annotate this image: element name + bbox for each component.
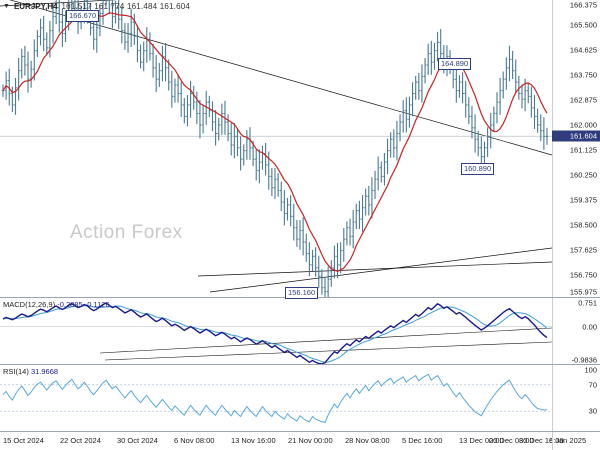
- rsi-axis: 100 70 30: [552, 365, 600, 432]
- price-tick: 165.500: [569, 20, 597, 30]
- price-tick: 161.125: [569, 145, 597, 155]
- price-tick: 157.625: [569, 245, 597, 255]
- macd-value-1: -0.2885: [57, 300, 83, 309]
- macd-value-2: -0.1126: [84, 300, 110, 309]
- time-axis-corner: [552, 432, 600, 450]
- macd-plot: [0, 298, 552, 365]
- price-tick: 164.625: [569, 45, 597, 55]
- rsi-value: 31.9668: [30, 367, 59, 376]
- symbol-label: EURJPY,H4: [13, 1, 58, 11]
- price-tick: 158.500: [569, 220, 597, 230]
- price-pane: 166.375 165.500 164.625 163.750 162.875 162.0…: [0, 0, 600, 299]
- watermark: Action Forex: [70, 222, 183, 243]
- rsi-name: RSI(14): [3, 367, 29, 376]
- price-tick: 163.750: [569, 70, 597, 80]
- time-tick: 13 Nov 16:00: [231, 436, 276, 445]
- macd-axis: 0.751 0.00 -0.9836: [552, 298, 600, 365]
- price-tick: 166.375: [569, 0, 597, 10]
- annot-164-890: 164.890: [438, 58, 472, 70]
- macd-label: MACD(12,26,9) -0.2885 -0.1126: [3, 300, 110, 309]
- time-tick: 15 Oct 2024: [3, 436, 44, 445]
- price-tick: 162.000: [569, 120, 597, 130]
- time-tick: 13 Dec 00:00: [459, 436, 504, 445]
- time-tick: 21 Nov 00:00: [288, 436, 333, 445]
- annot-166-670: 166.670: [66, 10, 100, 22]
- price-tick: 160.250: [569, 170, 597, 180]
- price-tick: 162.875: [569, 95, 597, 105]
- time-tick: 22 Oct 2024: [60, 436, 101, 445]
- macd-tick: -0.9836: [571, 355, 597, 365]
- time-tick: 30 Oct 2024: [117, 436, 158, 445]
- rsi-tick: 30: [588, 406, 597, 416]
- time-tick: 28 Nov 08:00: [345, 436, 390, 445]
- chevron-down-icon[interactable]: ▼: [3, 2, 10, 10]
- time-tick: 30 Dec 16:00: [519, 436, 564, 445]
- macd-tick: 0.751: [578, 298, 597, 308]
- time-axis: 15 Oct 2024 22 Oct 2024 30 Oct 2024 6 Nov 0…: [0, 431, 600, 450]
- price-tick: 159.375: [569, 195, 597, 205]
- time-tick: 6 Nov 08:00: [174, 436, 215, 445]
- last-price-tag: 161.604: [552, 130, 600, 142]
- time-tick: 5 Dec 16:00: [402, 436, 443, 445]
- price-tick: 156.750: [569, 270, 597, 280]
- price-plot: [0, 0, 552, 297]
- price-tick: 155.975: [569, 287, 597, 297]
- macd-pane: 0.751 0.00 -0.9836 MACD(12,26,9) -0.2885 -…: [0, 297, 600, 365]
- macd-name: MACD(12,26,9): [3, 300, 56, 309]
- rsi-plot: [0, 365, 552, 432]
- time-tick-row: 15 Oct 2024 22 Oct 2024 30 Oct 2024 6 Nov 0…: [0, 432, 586, 450]
- annot-156-160: 156.160: [285, 287, 319, 299]
- macd-tick: 0.00: [582, 322, 597, 332]
- rsi-label: RSI(14) 31.9668: [3, 367, 58, 376]
- rsi-tick: 100: [584, 365, 597, 375]
- time-tick: 8 Jan 2025: [549, 436, 587, 445]
- time-tick: 20 Dec 08:00: [489, 436, 534, 445]
- price-axis: 166.375 165.500 164.625 163.750 162.875 162.0…: [552, 0, 600, 297]
- annot-160-890: 160.890: [461, 163, 495, 175]
- rsi-tick: 70: [588, 380, 597, 390]
- chart-header: ▼ EURJPY,H4 161.517 161.774 161.484 161.…: [0, 0, 190, 12]
- rsi-pane: 100 70 30 RSI(14) 31.9668: [0, 364, 600, 432]
- ohlc-values: 161.517 161.774 161.484 161.604: [61, 1, 191, 11]
